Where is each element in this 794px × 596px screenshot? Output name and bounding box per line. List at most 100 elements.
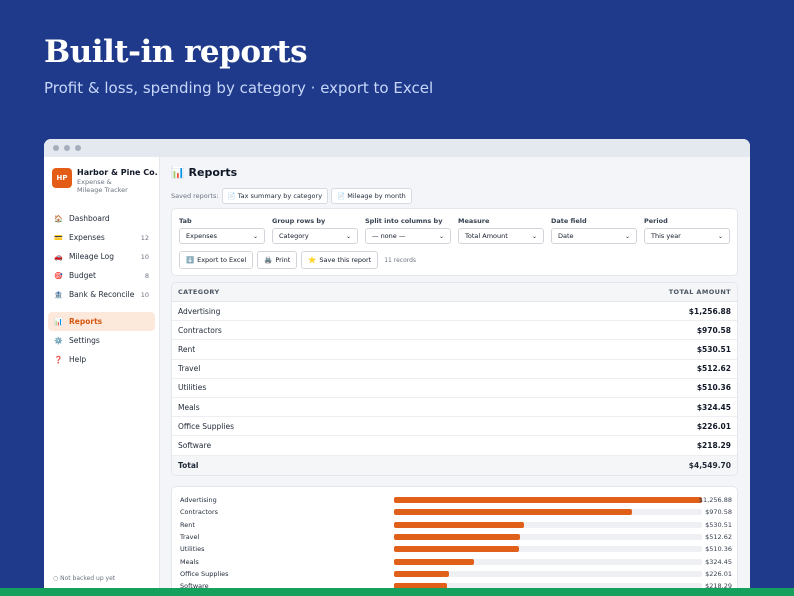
sidebar-item-expenses[interactable]: 💳 Expenses 12 [48,228,155,247]
table-row: Travel $512.62 [172,360,737,379]
document-icon: 📄 [337,192,346,200]
sidebar-item-help[interactable]: ❓ Help [48,350,155,369]
chevron-down-icon: ⌄ [252,232,258,240]
app-window: HP Harbor & Pine Co. Expense & Mileage T… [44,139,750,588]
report-filters: Tab Expenses ⌄ Group rows by Category ⌄ Sp… [171,208,738,276]
bar-value-label: $512.62 [705,532,732,541]
sidebar-item-label: Dashboard [69,214,110,223]
bar [394,583,448,588]
saved-reports-label: Saved reports: [171,192,219,200]
app-name: Harbor & Pine Co. [77,168,158,177]
window-titlebar [44,139,750,157]
download-icon: ⬇️ [186,256,195,264]
row-category: Advertising [178,306,221,316]
bar-row: Contractors $970.58 [180,507,732,517]
tab-select[interactable]: Expenses ⌄ [179,228,265,244]
bar-row: Utilities $510.36 [180,544,732,554]
hero-title: Built-in reports [44,34,308,70]
filter-measure: Measure Total Amount ⌄ [458,217,544,244]
row-category: Meals [178,402,200,412]
row-amount: $530.51 [696,344,731,354]
split-columns-select[interactable]: — none — ⌄ [365,228,451,244]
bar-label: Meals [180,557,199,566]
app-tagline: Expense & Mileage Tracker [77,178,128,194]
bar-row: Travel $512.62 [180,532,732,542]
save-report-button[interactable]: ⭐ Save this report [301,251,379,269]
bar-label: Contractors [180,508,218,517]
export-excel-button[interactable]: ⬇️ Export to Excel [179,251,254,269]
brand: HP Harbor & Pine Co. Expense & Mileage T… [44,157,159,194]
bar-label: Utilities [180,545,205,554]
bar-value-label: $530.51 [705,520,732,529]
bar [394,546,520,553]
sidebar-item-label: Mileage Log [69,252,115,261]
period-select[interactable]: This year ⌄ [644,228,730,244]
bar [394,570,450,577]
app-logo: HP [52,168,72,188]
page-title: 📊 Reports [171,166,237,179]
credit-card-icon: 💳 [54,233,63,242]
bar-value-label: $218.29 [705,582,732,588]
sidebar-item-bank-reconcile[interactable]: 🏦 Bank & Reconcile 10 [48,285,155,304]
row-category: Utilities [178,383,207,393]
report-table: CATEGORY TOTAL AMOUNT Advertising $1,256.… [171,282,738,476]
filter-label: Date field [551,217,587,225]
filter-label: Split into columns by [365,217,443,225]
sidebar-item-budget[interactable]: 🎯 Budget 8 [48,266,155,285]
bank-icon: 🏦 [54,290,63,299]
bar-track [394,558,702,565]
sidebar-item-label: Budget [69,271,96,280]
filter-label: Measure [458,217,490,225]
row-amount: $218.29 [696,440,731,450]
group-rows-select[interactable]: Category ⌄ [272,228,358,244]
chevron-down-icon: ⌄ [345,232,351,240]
sidebar-item-count: 12 [140,233,149,242]
bar-value-label: $1,256.88 [698,496,732,504]
row-amount: $324.45 [696,402,731,412]
saved-report-label: Tax summary by category [237,192,323,200]
saved-report-label: Mileage by month [347,192,406,200]
chevron-down-icon: ⌄ [438,232,444,240]
sidebar-item-label: Help [69,355,87,364]
bar-row: Meals $324.45 [180,557,732,567]
column-header-amount[interactable]: TOTAL AMOUNT [668,288,731,296]
backup-status: ○ Not backed up yet [53,575,116,582]
print-button[interactable]: 🖨️ Print [257,251,298,269]
sidebar: HP Harbor & Pine Co. Expense & Mileage T… [44,157,160,588]
table-row: Contractors $970.58 [172,321,737,341]
row-amount: $226.01 [696,421,731,431]
saved-reports: Saved reports: 📄 Tax summary by category… [171,188,412,204]
sidebar-item-reports[interactable]: 📊 Reports [48,312,155,331]
window-dot-close[interactable] [53,145,59,151]
sidebar-item-settings[interactable]: ⚙️ Settings [48,331,155,350]
window-dot-maximize[interactable] [75,145,81,151]
filter-period: Period This year ⌄ [644,217,730,244]
window-dot-minimize[interactable] [64,145,70,151]
bar-value-label: $510.36 [705,545,732,554]
saved-report-tax-summary[interactable]: 📄 Tax summary by category [221,188,329,204]
measure-select[interactable]: Total Amount ⌄ [458,228,544,244]
filter-label: Period [644,217,668,225]
bar-track [394,509,702,516]
reports-main: 📊 Reports Saved reports: 📄 Tax summary b… [171,157,739,588]
table-header: CATEGORY TOTAL AMOUNT [172,283,737,302]
bar-chart-icon: 📊 [54,317,63,326]
filter-split-columns: Split into columns by — none — ⌄ [365,217,451,244]
bar-value-label: $324.45 [705,557,732,566]
date-field-select[interactable]: Date ⌄ [551,228,637,244]
filter-group-rows: Group rows by Category ⌄ [272,217,358,244]
sidebar-item-mileage-log[interactable]: 🚗 Mileage Log 10 [48,247,155,266]
help-icon: ❓ [54,355,63,364]
record-count: 11 records [384,256,417,264]
chevron-down-icon: ⌄ [624,232,630,240]
bar [394,497,702,503]
row-amount: $970.58 [696,325,731,335]
column-header-category[interactable]: CATEGORY [178,288,220,296]
sidebar-item-label: Bank & Reconcile [69,290,135,299]
sidebar-item-dashboard[interactable]: 🏠 Dashboard [48,209,155,228]
row-category: Office Supplies [178,421,235,431]
bar-row: Office Supplies $226.01 [180,569,732,579]
document-icon: 📄 [227,192,236,200]
saved-report-mileage[interactable]: 📄 Mileage by month [331,188,412,204]
sidebar-item-label: Reports [69,317,103,326]
